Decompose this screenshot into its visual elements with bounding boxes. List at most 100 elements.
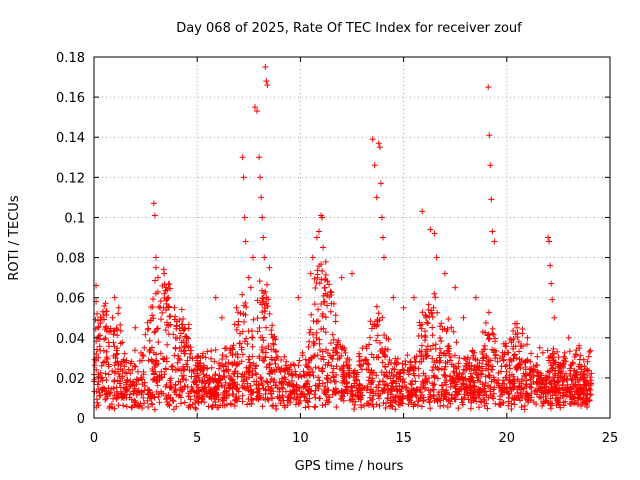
background-point bbox=[429, 324, 436, 331]
data-point bbox=[431, 230, 438, 237]
background-point bbox=[307, 326, 314, 333]
data-point bbox=[441, 270, 448, 277]
background-point bbox=[438, 320, 445, 327]
background-point bbox=[399, 360, 406, 367]
data-point bbox=[486, 132, 493, 139]
data-point bbox=[487, 162, 494, 169]
background-point bbox=[290, 387, 297, 394]
background-point bbox=[587, 347, 594, 354]
background-point bbox=[185, 393, 192, 400]
background-point bbox=[534, 369, 541, 376]
background-point bbox=[273, 366, 280, 373]
background-point bbox=[115, 310, 122, 317]
background-point bbox=[221, 368, 228, 375]
background-point bbox=[98, 386, 105, 393]
background-point bbox=[518, 378, 525, 385]
background-point bbox=[388, 380, 395, 387]
background-point bbox=[381, 331, 388, 338]
background-point bbox=[550, 374, 557, 381]
data-point bbox=[379, 234, 386, 241]
background-point bbox=[252, 363, 259, 370]
background-point bbox=[361, 402, 368, 409]
background-point bbox=[508, 400, 515, 407]
background-point bbox=[305, 386, 312, 393]
background-point bbox=[255, 385, 262, 392]
background-point bbox=[490, 395, 497, 402]
background-point bbox=[239, 392, 246, 399]
x-axis-label: GPS time / hours bbox=[295, 459, 404, 474]
background-point bbox=[431, 290, 438, 297]
background-point bbox=[268, 354, 275, 361]
background-point bbox=[148, 395, 155, 402]
background-point bbox=[410, 367, 417, 374]
background-point bbox=[530, 372, 537, 379]
background-point bbox=[241, 384, 248, 391]
background-point bbox=[425, 301, 432, 308]
background-point bbox=[316, 336, 323, 343]
background-point bbox=[206, 379, 213, 386]
background-point bbox=[448, 361, 455, 368]
background-point bbox=[184, 357, 191, 364]
background-point bbox=[186, 402, 193, 409]
background-point bbox=[238, 358, 245, 365]
background-point bbox=[557, 369, 564, 376]
background-point bbox=[503, 384, 510, 391]
background-point bbox=[304, 363, 311, 370]
background-point bbox=[217, 362, 224, 369]
background-point bbox=[393, 359, 400, 366]
background-point bbox=[153, 326, 160, 333]
background-point bbox=[513, 366, 520, 373]
background-point bbox=[328, 292, 335, 299]
background-point bbox=[513, 320, 520, 327]
background-point bbox=[405, 371, 412, 378]
background-point bbox=[486, 372, 493, 379]
background-point bbox=[459, 380, 466, 387]
background-point bbox=[563, 376, 570, 383]
background-point bbox=[344, 390, 351, 397]
background-point bbox=[466, 359, 473, 366]
background-point bbox=[229, 360, 236, 367]
data-point bbox=[251, 104, 258, 111]
background-point bbox=[167, 313, 174, 320]
background-point bbox=[426, 375, 433, 382]
background-point bbox=[522, 395, 529, 402]
background-point bbox=[490, 390, 497, 397]
background-point bbox=[442, 394, 449, 401]
background-point bbox=[234, 351, 241, 358]
background-point bbox=[274, 393, 281, 400]
background-point bbox=[190, 387, 197, 394]
background-point bbox=[105, 371, 112, 378]
data-point bbox=[111, 294, 118, 301]
background-point bbox=[582, 366, 589, 373]
background-point bbox=[305, 343, 312, 350]
background-point bbox=[103, 348, 110, 355]
background-point bbox=[407, 365, 414, 372]
background-point bbox=[470, 378, 477, 385]
background-point bbox=[344, 379, 351, 386]
background-point bbox=[319, 267, 326, 274]
background-point bbox=[127, 378, 134, 385]
background-point bbox=[177, 330, 184, 337]
x-tick-label: 0 bbox=[90, 431, 98, 446]
background-point bbox=[469, 394, 476, 401]
background-point bbox=[509, 395, 516, 402]
background-point bbox=[129, 403, 136, 410]
background-point bbox=[373, 337, 380, 344]
background-point bbox=[412, 391, 419, 398]
background-point bbox=[548, 378, 555, 385]
background-point bbox=[215, 404, 222, 411]
background-point bbox=[362, 356, 369, 363]
background-point bbox=[126, 391, 133, 398]
background-point bbox=[147, 389, 154, 396]
background-point bbox=[227, 384, 234, 391]
background-point bbox=[288, 372, 295, 379]
background-point bbox=[356, 353, 363, 360]
background-point bbox=[555, 354, 562, 361]
background-point bbox=[434, 309, 441, 316]
data-point bbox=[549, 296, 556, 303]
background-point bbox=[430, 386, 437, 393]
background-point bbox=[332, 349, 339, 356]
background-point bbox=[261, 314, 268, 321]
background-point bbox=[134, 376, 141, 383]
background-point bbox=[511, 401, 518, 408]
